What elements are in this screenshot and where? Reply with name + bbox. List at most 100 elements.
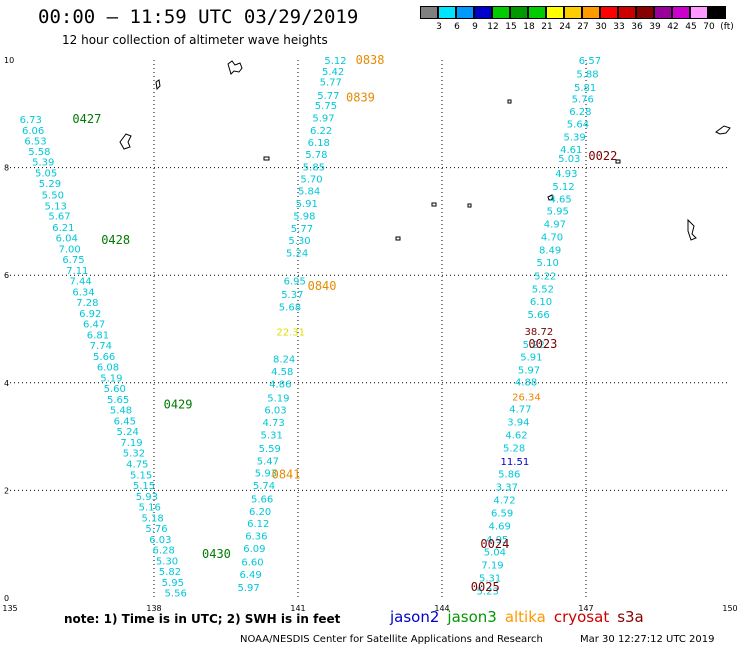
wave-height-label: 5.75 xyxy=(315,101,337,112)
wave-height-label: 4.88 xyxy=(515,378,537,389)
wave-height-label: 6.60 xyxy=(241,557,263,568)
map-grid xyxy=(10,60,730,598)
footer-timestamp: Mar 30 12:27:12 UTC 2019 xyxy=(580,634,715,645)
wave-height-label: 5.24 xyxy=(286,249,308,260)
wave-height-label: 5.30 xyxy=(156,556,178,567)
color-scale-tick: 30 xyxy=(595,22,607,32)
wave-height-label: 4.86 xyxy=(269,379,291,390)
wave-height-label: 6.03 xyxy=(264,406,286,417)
wave-height-label: 6.92 xyxy=(79,309,101,320)
wave-height-label: 7.11 xyxy=(66,266,88,277)
island-outline xyxy=(431,202,437,207)
pass-time-label: 0429 xyxy=(164,397,193,411)
color-swatch xyxy=(600,6,618,19)
color-scale-tick: 3 xyxy=(436,22,442,32)
lat-tick-label: 8 xyxy=(4,164,9,173)
wave-height-label: 5.22 xyxy=(534,272,556,283)
lon-tick-label: 135 xyxy=(2,604,17,613)
island-outline xyxy=(395,236,401,241)
wave-height-label: 4.62 xyxy=(505,430,527,441)
wave-height-label: 5.97 xyxy=(238,583,260,594)
wave-height-label: 6.57 xyxy=(579,56,601,67)
wave-height-label: 4.65 xyxy=(550,194,572,205)
wave-height-label: 4.93 xyxy=(555,169,577,180)
wave-height-label: 5.77 xyxy=(320,78,342,89)
wave-height-label: 26.34 xyxy=(512,392,541,403)
footer-credit: NOAA/NESDIS Center for Satellite Applica… xyxy=(240,634,543,645)
wave-height-label: 5.47 xyxy=(257,456,279,467)
wave-height-label: 4.61 xyxy=(560,145,582,156)
wave-height-label: 8.24 xyxy=(273,355,295,366)
color-swatch xyxy=(474,6,492,19)
wave-height-label: 5.04 xyxy=(484,548,506,559)
color-scale-tick: 45 xyxy=(685,22,697,32)
wave-height-label: 5.48 xyxy=(110,406,132,417)
lat-tick-label: 6 xyxy=(4,271,9,280)
wave-height-label: 5.22 xyxy=(523,340,545,351)
color-scale-tick: 70 xyxy=(703,22,715,32)
wave-height-label: 5.23 xyxy=(477,586,499,597)
island-outline xyxy=(715,125,731,135)
wave-height-label: 5.10 xyxy=(537,258,559,269)
wave-height-label: 5.31 xyxy=(261,430,283,441)
wave-height-label: 5.16 xyxy=(139,503,161,514)
wave-height-label: 6.06 xyxy=(22,126,44,137)
wave-height-label: 5.42 xyxy=(322,67,344,78)
color-scale-tick: 39 xyxy=(649,22,661,32)
color-swatch xyxy=(492,6,510,19)
wave-height-label: 5.95 xyxy=(547,207,569,218)
wave-height-label: 5.66 xyxy=(251,494,273,505)
island-outline xyxy=(467,203,472,208)
wave-height-label: 7.00 xyxy=(58,244,80,255)
lon-tick-label: 144 xyxy=(434,604,449,613)
wave-height-label: 6.22 xyxy=(310,126,332,137)
color-scale-tick: 27 xyxy=(577,22,589,32)
wave-height-label: 4.58 xyxy=(271,367,293,378)
color-scale-tick: 15 xyxy=(505,22,517,32)
wave-height-label: 5.03 xyxy=(558,154,580,165)
wave-height-label: 5.13 xyxy=(45,201,67,212)
pass-time-label: 0840 xyxy=(308,279,337,293)
color-swatch xyxy=(582,6,600,19)
wave-height-label: 6.03 xyxy=(149,535,171,546)
wave-height-label: 6.95 xyxy=(284,277,306,288)
color-swatch xyxy=(690,6,708,19)
wave-height-label: 5.59 xyxy=(259,444,281,455)
color-swatch xyxy=(618,6,636,19)
wave-height-label: 5.77 xyxy=(291,224,313,235)
island-outline xyxy=(547,194,554,201)
wave-height-label: 5.68 xyxy=(279,302,301,313)
wave-height-label: 4.73 xyxy=(262,418,284,429)
wave-height-label: 5.93 xyxy=(255,469,277,480)
wave-height-label: 6.45 xyxy=(114,416,136,427)
wave-height-label: 4.75 xyxy=(126,460,148,471)
wave-height-label: 5.98 xyxy=(293,211,315,222)
island-outline xyxy=(155,79,161,91)
land-outlines xyxy=(119,60,731,241)
wave-height-label: 5.52 xyxy=(532,285,554,296)
wave-height-label: 4.95 xyxy=(486,535,508,546)
lat-tick-label: 10 xyxy=(4,56,14,65)
wave-height-label: 6.10 xyxy=(530,297,552,308)
wave-height-label: 6.20 xyxy=(249,507,271,518)
pass-time-label: 0024 xyxy=(480,537,509,551)
wave-height-label: 6.04 xyxy=(56,234,78,245)
wave-height-label: 5.82 xyxy=(159,567,181,578)
wave-height-label: 6.49 xyxy=(239,570,261,581)
color-scale-tick: 6 xyxy=(454,22,460,32)
wave-height-label: 6.34 xyxy=(72,287,94,298)
island-outline xyxy=(615,159,621,164)
color-scale-tick: 33 xyxy=(613,22,625,32)
wave-height-label: 5.15 xyxy=(130,470,152,481)
island-outline xyxy=(507,99,512,104)
pass-time-label: 0427 xyxy=(72,112,101,126)
wave-height-label: 5.32 xyxy=(123,449,145,460)
wave-height-label: 5.28 xyxy=(503,443,525,454)
island-outline xyxy=(119,133,132,150)
wave-height-label: 4.97 xyxy=(544,220,566,231)
wave-height-label: 4.77 xyxy=(509,405,531,416)
legend-jason3: jason3 xyxy=(447,608,497,626)
legend-cryosat: cryosat xyxy=(553,608,610,626)
wave-height-label: 5.18 xyxy=(142,513,164,524)
color-scale-unit: (ft) xyxy=(720,22,734,32)
